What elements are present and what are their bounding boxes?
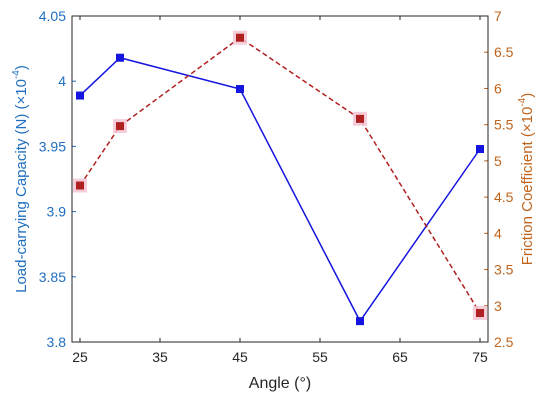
right-tick-label: 5 <box>494 153 502 169</box>
left-tick-label: 3.85 <box>39 269 66 285</box>
series-2-point <box>236 33 244 42</box>
left-axis-label-text: Load-carrying Capacity (N) (×10 <box>13 79 30 293</box>
series-1-point <box>236 85 244 94</box>
series-2-point <box>476 309 484 318</box>
x-axis-label: Angle (°) <box>249 375 311 392</box>
right-tick-label: 3 <box>494 298 502 314</box>
right-tick-label: 7 <box>494 8 502 24</box>
left-axis-label-suffix: ) <box>13 65 30 70</box>
left-axis-label-exponent: -4 <box>11 70 22 79</box>
right-tick-label: 4.5 <box>494 189 514 205</box>
right-axis-label-text: Friction Coefficient (×10 <box>519 107 536 266</box>
series-2-point <box>116 122 124 131</box>
x-tick-label: 65 <box>392 349 408 365</box>
right-axis-label: Friction Coefficient (×10-4) <box>517 93 536 265</box>
left-tick-label: 4.05 <box>39 8 66 24</box>
right-tick-label: 2.5 <box>494 334 514 350</box>
series-layer <box>73 30 487 326</box>
left-axis-label: Load-carrying Capacity (N) (×10-4) <box>11 65 30 293</box>
left-tick-label: 3.95 <box>39 138 66 154</box>
right-tick-label: 4 <box>494 225 502 241</box>
left-tick-label: 3.8 <box>47 334 67 350</box>
x-tick-label: 35 <box>152 349 168 365</box>
right-axis-ticks: 2.5 3 3.5 4 4.5 5 5.5 6 6.5 7 <box>484 8 514 350</box>
right-axis-label-exponent: -4 <box>517 97 528 106</box>
right-axis-label-suffix: ) <box>519 93 536 98</box>
x-tick-label: 75 <box>472 349 488 365</box>
x-tick-label: 25 <box>72 349 88 365</box>
left-tick-label: 3.9 <box>47 204 67 220</box>
plot-area <box>72 16 488 342</box>
series-1-point <box>356 317 364 326</box>
series-2-point <box>76 181 84 190</box>
x-tick-label: 55 <box>312 349 328 365</box>
right-tick-label: 6.5 <box>494 44 514 60</box>
right-tick-label: 3.5 <box>494 262 514 278</box>
plot-frame <box>71 15 489 343</box>
series-1-point <box>116 53 124 62</box>
x-tick-label: 45 <box>232 349 248 365</box>
series-2-point <box>356 114 364 123</box>
left-tick-label: 4 <box>58 73 66 89</box>
series-1-point <box>476 145 484 154</box>
right-tick-label: 6 <box>494 80 502 96</box>
series-1-point <box>76 91 84 100</box>
x-axis-ticks: 25 35 45 55 65 75 <box>72 16 488 365</box>
right-tick-label: 5.5 <box>494 117 514 133</box>
left-axis-ticks: 3.8 3.85 3.9 3.95 4 4.05 <box>39 8 76 350</box>
